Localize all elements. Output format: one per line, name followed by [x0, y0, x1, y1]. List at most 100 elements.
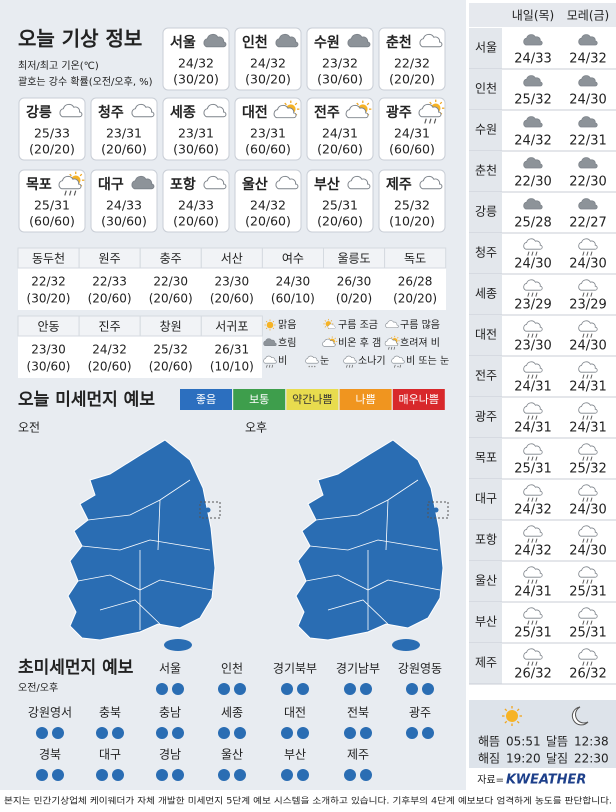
raindrop	[531, 661, 534, 666]
cloud	[275, 175, 299, 190]
dust-dot-am	[344, 769, 356, 781]
moon-icon	[571, 706, 589, 726]
dust-map	[295, 439, 449, 651]
sun-ray	[439, 101, 443, 105]
snowflake	[311, 365, 313, 368]
temperature: 23/30	[215, 275, 250, 289]
region-name: 대구	[99, 748, 121, 762]
raindrop	[531, 292, 534, 297]
precipitation: (30/60)	[317, 72, 363, 87]
city-cell	[469, 28, 502, 69]
cloud	[273, 104, 297, 119]
sun-ray	[324, 320, 327, 322]
weather-icon	[523, 607, 543, 625]
temperature: 25/31	[322, 198, 358, 213]
cloud	[131, 103, 155, 118]
region-name: 전북	[347, 706, 369, 720]
weather-icon	[347, 33, 371, 48]
raindrop	[535, 538, 538, 543]
precipitation: (20/60)	[149, 360, 193, 374]
precipitation: (30/20)	[173, 72, 219, 87]
city-name: 안동	[37, 320, 59, 334]
raindrop	[590, 579, 593, 584]
weather-icon	[419, 175, 443, 190]
sun-ray	[390, 337, 393, 339]
weather-icon	[345, 100, 372, 119]
sun-ray	[397, 337, 399, 339]
cloud	[203, 103, 227, 118]
temperature: 22/27	[569, 216, 606, 231]
temperature: 23/31	[106, 126, 142, 141]
city-name: 포항	[475, 533, 497, 547]
city-name: 창원	[160, 320, 182, 334]
city-name: 수원	[475, 123, 497, 137]
sun-ray	[366, 102, 370, 106]
precipitation: (20/60)	[149, 292, 193, 306]
temperature: 25/31	[569, 585, 606, 600]
sun-moon-box	[469, 700, 616, 768]
weather-icon	[523, 116, 543, 128]
sun-moon-time: 12:38	[574, 735, 609, 749]
city-name: 진주	[99, 320, 121, 334]
raindrop	[390, 346, 393, 350]
sun-ray	[265, 327, 268, 330]
raindrop	[531, 374, 534, 379]
precipitation: (30/60)	[27, 360, 71, 374]
cloud	[523, 34, 543, 46]
dust-dot-pm	[297, 683, 309, 695]
sun-ray	[265, 320, 268, 323]
raindrop	[582, 333, 585, 338]
name-cell	[384, 247, 447, 269]
temperature: 23/29	[514, 298, 551, 313]
cloud	[523, 566, 543, 578]
region-name: 강원영동	[398, 662, 442, 676]
cloud	[523, 238, 543, 250]
weather-icon	[523, 648, 543, 666]
weather-icon	[322, 336, 338, 347]
city-name: 서귀포	[215, 320, 248, 334]
precipitation: (20/60)	[173, 214, 219, 229]
temperature: 24/33	[514, 52, 551, 67]
city-name: 광주	[475, 410, 497, 424]
temperature: 24/30	[569, 339, 606, 354]
cloud	[418, 103, 442, 118]
region-name: 강원영서	[28, 706, 72, 720]
sun-ray	[328, 337, 330, 340]
city-name: 포항	[170, 176, 196, 193]
raindrop	[535, 661, 538, 666]
raindrop	[590, 292, 593, 297]
city-cell	[469, 151, 502, 192]
city-name: 인천	[475, 81, 497, 96]
city-name: 세종	[475, 287, 497, 301]
cloud	[347, 175, 371, 190]
raindrop	[586, 251, 589, 256]
cloud	[578, 279, 598, 291]
city-name: 독도	[404, 252, 426, 266]
temperature: 25/31	[514, 626, 551, 641]
temperature: 24/33	[178, 198, 214, 213]
weather-icon	[523, 525, 543, 543]
dust-level-label: 약간나쁨	[292, 392, 332, 406]
cloud	[578, 402, 598, 414]
dust-dot-am	[344, 727, 356, 739]
weather-icon	[523, 75, 543, 87]
cloud	[384, 338, 398, 347]
temperature: 24/32	[178, 56, 214, 71]
temperature: 26/30	[337, 275, 372, 289]
sun-ray	[79, 173, 83, 177]
am-label: 오전	[18, 421, 40, 435]
temperature: 23/31	[250, 126, 286, 141]
region-name: 경북	[39, 748, 61, 762]
legend-label: 비 또는 눈	[406, 355, 449, 367]
raindrop	[531, 456, 534, 461]
dust-dot-am	[218, 769, 230, 781]
dust-level-label: 보통	[249, 393, 269, 406]
weather-icon	[578, 443, 598, 461]
dust-dot-am	[344, 683, 356, 695]
sun-ray	[516, 720, 520, 724]
raindrop	[590, 456, 593, 461]
cloud	[578, 648, 598, 660]
dust-dot-am	[36, 769, 48, 781]
precipitation: (30/60)	[173, 142, 219, 157]
